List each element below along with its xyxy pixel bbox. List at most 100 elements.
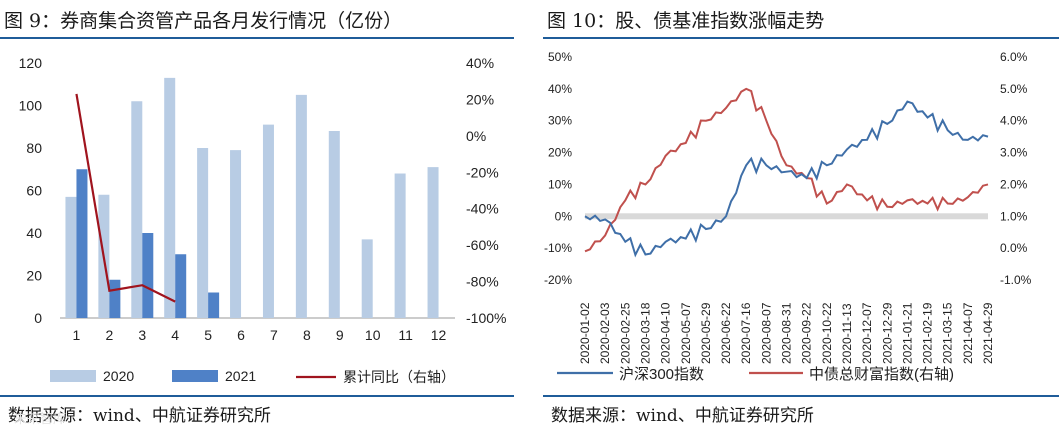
right-chart: -20% -10% 0% 10% 20% 30% 40% 50% -1.0% 0.0% 1.0% 2.… xyxy=(544,50,1032,383)
left-chart-title: 图 9：券商集合资管产品各月发行情况（亿份） xyxy=(4,10,403,32)
legend-label-2021: 2021 xyxy=(225,368,256,384)
watermark: 未来智库 xyxy=(14,412,67,427)
y-tick-label: 120 xyxy=(19,55,43,71)
legend-label-yoy: 累计同比（右轴） xyxy=(343,369,455,385)
bar-2020 xyxy=(65,196,77,318)
bar-2020 xyxy=(197,148,209,318)
bar-2020 xyxy=(262,124,274,318)
y-tick-label: 10% xyxy=(548,177,572,191)
y-tick-label: 0 xyxy=(34,310,42,326)
y2-tick-label: 6.0% xyxy=(1000,50,1028,64)
bar-2020 xyxy=(427,167,439,318)
x-tick-label: 2021-04-07 xyxy=(961,302,975,364)
x-tick-label: 2021-04-29 xyxy=(981,302,995,364)
y2-tick-label: -100% xyxy=(466,310,506,326)
x-tick-label: 9 xyxy=(336,327,344,343)
bar-2020 xyxy=(394,173,406,318)
bar-2021 xyxy=(175,254,187,318)
x-tick-label: 2020-01-02 xyxy=(578,302,592,364)
bar-2020 xyxy=(131,101,143,318)
y-tick-label: 80 xyxy=(26,140,42,156)
x-tick-label: 10 xyxy=(365,327,381,343)
x-tick-label: 2020-12-07 xyxy=(860,302,874,364)
x-tick-label: 5 xyxy=(204,327,212,343)
y2-tick-label: 0% xyxy=(466,128,486,144)
zero-band xyxy=(585,213,988,220)
y2-tick-label: 1.0% xyxy=(1000,209,1028,223)
y2-tick-label: -60% xyxy=(466,237,499,253)
right-title-rule xyxy=(543,37,1059,39)
bar-2020 xyxy=(164,77,176,318)
y-tick-label: 0% xyxy=(555,209,573,223)
y-tick-label: 20 xyxy=(26,268,42,284)
legend-label-hs300: 沪深300指数 xyxy=(619,366,704,383)
bar-2020 xyxy=(328,131,340,318)
y-tick-label: 40 xyxy=(26,225,42,241)
x-tick-label: 3 xyxy=(138,327,146,343)
bar-2021 xyxy=(208,292,220,318)
y-tick-label: 50% xyxy=(548,50,572,64)
x-tick-label: 2021-02-19 xyxy=(921,302,935,364)
bar-2021 xyxy=(142,233,154,318)
right-chart-title: 图 10：股、债基准指数涨幅走势 xyxy=(547,10,825,32)
y2-tick-label: -20% xyxy=(466,164,499,180)
bar-2020 xyxy=(230,150,242,318)
left-source-rule xyxy=(0,395,514,397)
legend-swatch-2021 xyxy=(172,370,218,382)
y2-tick-label: 0.0% xyxy=(1000,241,1028,255)
series-line-hs300 xyxy=(584,100,989,258)
y2-tick-label: -40% xyxy=(466,201,499,217)
x-tick-label: 12 xyxy=(431,327,447,343)
x-tick-label: 2020-04-10 xyxy=(659,302,673,364)
y2-tick-label: 5.0% xyxy=(1000,82,1028,96)
y-tick-label: -20% xyxy=(544,273,572,287)
x-tick-label: 2020-03-18 xyxy=(638,302,652,364)
x-tick-label: 6 xyxy=(237,327,245,343)
x-tick-label: 7 xyxy=(270,327,278,343)
bar-2021 xyxy=(109,279,121,318)
x-tick-label: 2020-10-22 xyxy=(820,302,834,364)
series-line-yoy xyxy=(75,93,176,303)
x-tick-label: 2020-08-31 xyxy=(780,302,794,364)
y-tick-label: 30% xyxy=(548,114,572,128)
y-tick-label: 20% xyxy=(548,146,572,160)
x-tick-label: 11 xyxy=(398,327,413,343)
x-tick-label: 2020-11-13 xyxy=(840,303,854,364)
x-tick-label: 2020-08-07 xyxy=(759,302,773,364)
y2-tick-label: 20% xyxy=(466,91,494,107)
legend-label-bond: 中债总财富指数(右轴) xyxy=(809,365,954,383)
legend-swatch-2020 xyxy=(50,370,96,382)
series-line-bond xyxy=(584,87,989,253)
x-tick-label: 2021-01-21 xyxy=(900,302,914,364)
y2-tick-label: 4.0% xyxy=(1000,114,1028,128)
bar-2020 xyxy=(295,94,307,318)
y2-tick-label: 40% xyxy=(466,55,494,71)
y2-tick-label: -1.0% xyxy=(1000,273,1032,287)
left-source: 数据来源：wind、中航证券研究所 xyxy=(8,406,271,426)
legend-label-2020: 2020 xyxy=(103,368,134,384)
y-tick-label: 60 xyxy=(26,183,42,199)
right-source: 数据来源：wind、中航证券研究所 xyxy=(551,406,814,426)
x-tick-label: 8 xyxy=(303,327,311,343)
x-tick-label: 2020-05-07 xyxy=(679,302,693,364)
x-tick-label: 2020-02-25 xyxy=(618,302,632,364)
left-panel: 图 9：券商集合资管产品各月发行情况（亿份） 0 20 40 60 80 100 120 -1… xyxy=(0,0,514,436)
x-tick-label: 2021-03-15 xyxy=(941,302,955,364)
x-tick-label: 2020-02-03 xyxy=(598,302,612,364)
x-tick-label: 2020-07-16 xyxy=(739,302,753,364)
right-source-rule xyxy=(543,395,1059,397)
y2-tick-label: -80% xyxy=(466,274,499,290)
bar-2021 xyxy=(76,169,88,318)
y-tick-label: 40% xyxy=(548,82,572,96)
left-title-rule xyxy=(0,37,514,39)
x-tick-label: 2020-09-22 xyxy=(800,302,814,364)
x-tick-label: 1 xyxy=(73,327,81,343)
left-chart: 0 20 40 60 80 100 120 -100% -80% -60% -40% -20% 0% 20… xyxy=(19,55,507,385)
right-panel: 图 10：股、债基准指数涨幅走势 -20% -10% 0% 10% 20% 30% 40% 5… xyxy=(543,0,1059,436)
y-tick-label: -10% xyxy=(544,241,572,255)
x-tick-label: 2020-12-29 xyxy=(880,302,894,364)
x-tick-label: 2 xyxy=(105,327,113,343)
x-tick-label: 4 xyxy=(171,327,179,343)
y2-tick-label: 2.0% xyxy=(1000,177,1028,191)
y2-tick-label: 3.0% xyxy=(1000,146,1028,160)
